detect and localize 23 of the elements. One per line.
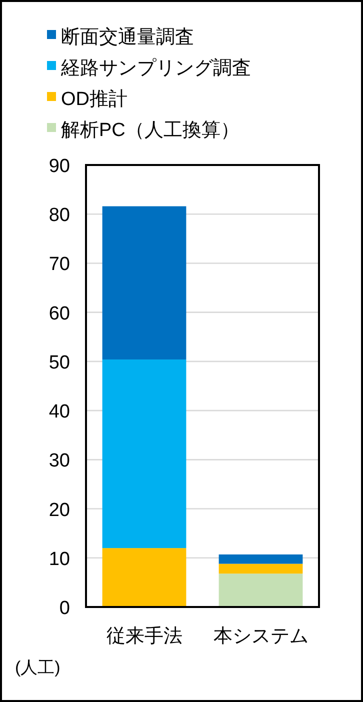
y-axis-title: (人工) [15,658,60,677]
x-tick-label: 従来手法 [106,626,182,647]
legend-label: OD推計 [61,89,128,110]
y-tick-label: 20 [48,500,70,521]
y-tick-label: 70 [48,254,70,276]
y-tick-label: 40 [48,402,70,423]
y-tick-label: 50 [48,352,70,374]
bar [102,359,186,548]
legend-label: 経路サンプリング調査 [60,58,251,79]
bar [218,564,303,574]
bar [102,206,186,360]
y-tick-label: 10 [48,548,70,570]
x-tick-label: 本システム [213,626,308,647]
y-tick-label: 60 [48,303,70,324]
bar [218,574,303,607]
legend-label: 断面交通量調査 [61,26,194,48]
y-tick-label: 80 [48,205,70,226]
legend-label: 解析PC（人工換算） [61,120,240,141]
y-tick-label: 90 [48,156,70,177]
bar [218,554,303,564]
y-tick-label: 0 [59,598,70,619]
bar [102,548,186,607]
y-tick-label: 30 [48,450,70,472]
